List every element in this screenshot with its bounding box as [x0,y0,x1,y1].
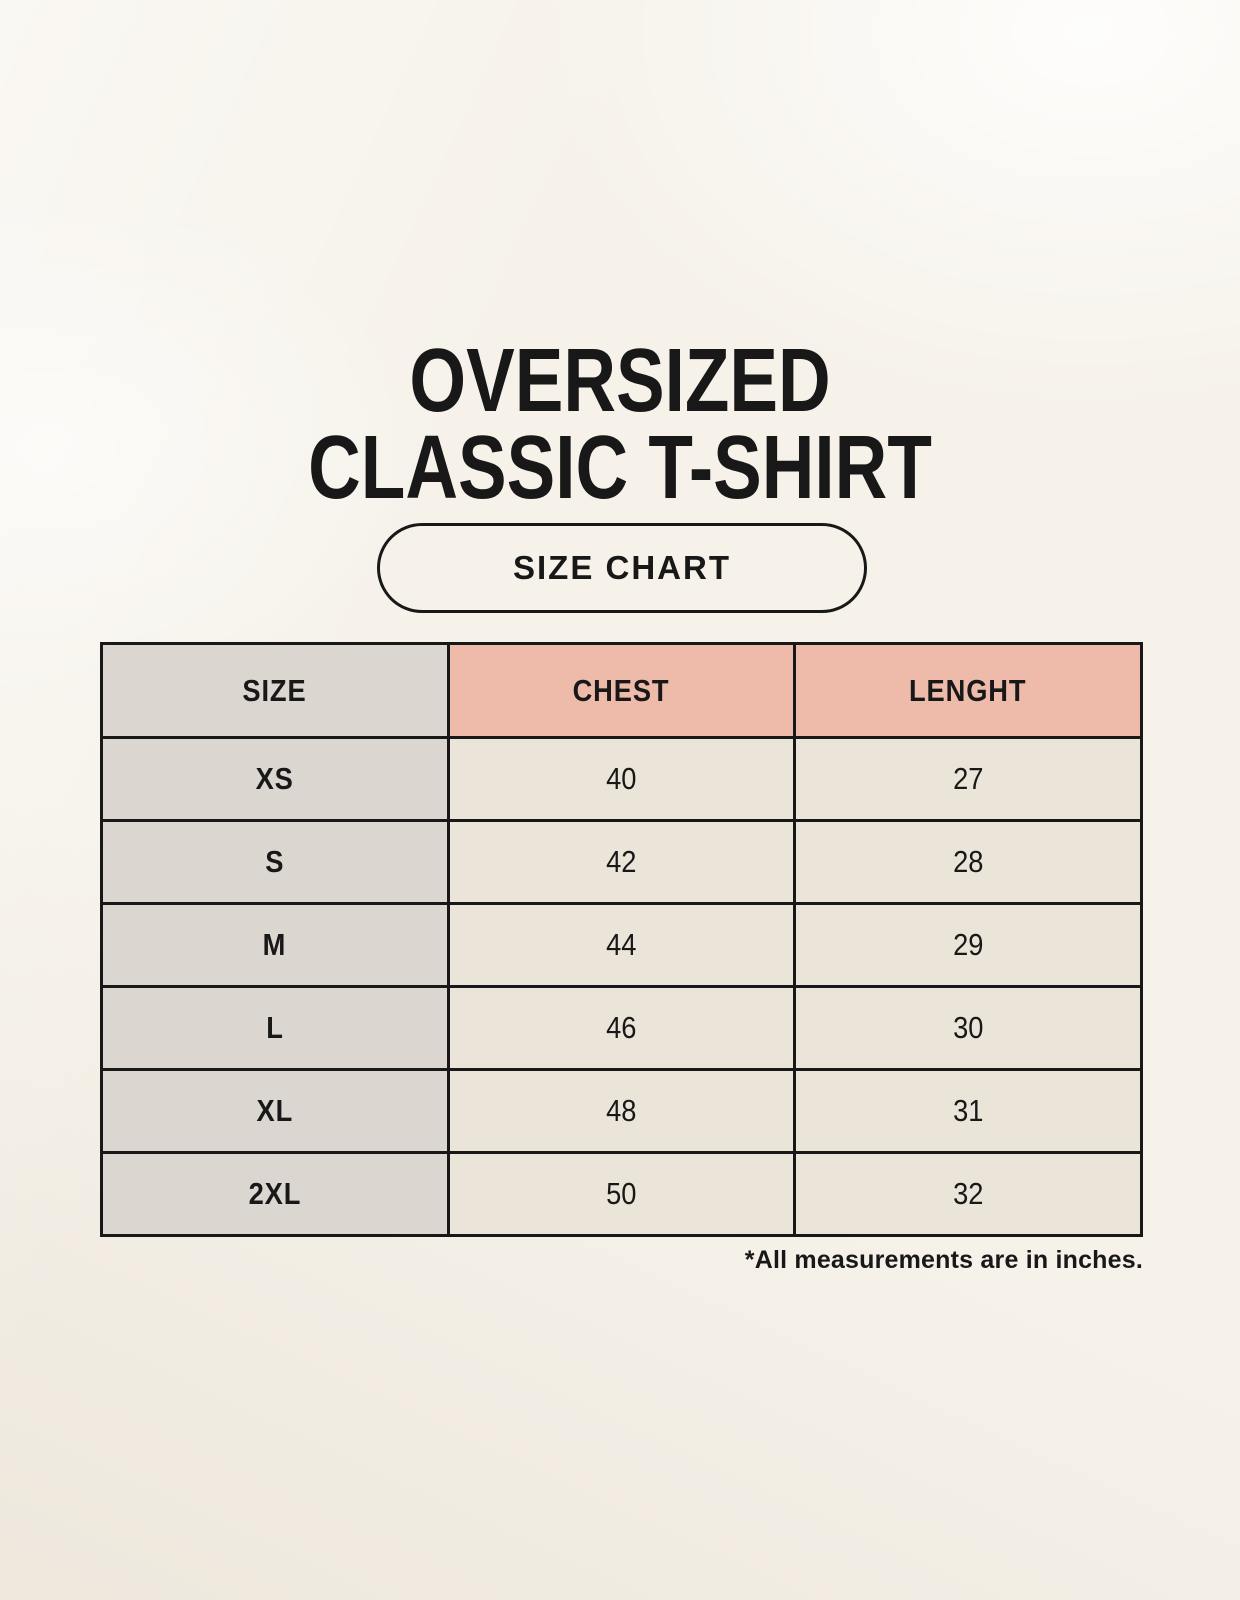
size-cell: L [100,985,450,1071]
chest-value: 50 [606,1176,637,1211]
size-value: M [263,927,287,962]
chest-value: 40 [606,761,637,796]
size-cell: XL [100,1068,450,1154]
page-title-line-1: OVERSIZED [409,331,831,431]
chest-cell: 44 [446,902,797,988]
size-value: XS [255,761,294,796]
length-cell: 27 [793,736,1143,822]
size-cell: M [100,902,450,988]
column-header-length-label: LENGHT [909,672,1027,708]
length-value: 30 [952,1010,984,1045]
size-cell: XS [100,736,450,822]
header-row: SIZE CHEST LENGHT [100,642,1143,739]
page-title: OVERSIZED CLASSIC T-SHIRT [118,331,1122,518]
length-value: 27 [952,761,984,796]
column-header-size-label: SIZE [242,672,307,708]
size-value: L [266,1010,284,1045]
chest-cell: 48 [446,1068,797,1154]
length-value: 29 [952,927,984,962]
table-row-xl: XL 48 31 [100,1068,1143,1154]
size-chart-button[interactable]: SIZE CHART [377,523,867,613]
length-cell: 28 [793,819,1143,905]
table-row-xs: XS 40 27 [100,736,1143,822]
size-chart-table-body: XS 40 27 S 42 28 M 44 29 L 46 30 XL 48 3… [100,736,1143,1237]
table-row-l: L 46 30 [100,985,1143,1071]
length-cell: 30 [793,985,1143,1071]
chest-value: 48 [606,1093,637,1128]
table-row-2xl: 2XL 50 32 [100,1151,1143,1237]
length-value: 32 [952,1176,984,1211]
size-value: XL [256,1093,294,1128]
chest-cell: 50 [446,1151,797,1237]
page-title-line-2: CLASSIC T-SHIRT [308,418,932,518]
column-header-length: LENGHT [793,642,1143,739]
size-value: 2XL [248,1176,302,1211]
chest-cell: 42 [446,819,797,905]
size-chart-table: SIZE CHEST LENGHT XS 40 27 S 42 28 M 44 … [100,642,1143,1237]
length-value: 28 [952,844,984,879]
length-cell: 31 [793,1068,1143,1154]
length-cell: 32 [793,1151,1143,1237]
measurements-footnote: *All measurements are in inches. [744,1246,1143,1274]
size-chart-table-header: SIZE CHEST LENGHT [100,642,1143,739]
column-header-chest: CHEST [446,642,797,739]
chest-value: 44 [606,927,637,962]
size-cell: 2XL [100,1151,450,1237]
table-row-s: S 42 28 [100,819,1143,905]
chest-cell: 40 [446,736,797,822]
column-header-size: SIZE [100,642,450,739]
size-chart-button-label: SIZE CHART [513,549,731,586]
length-cell: 29 [793,902,1143,988]
length-value: 31 [952,1093,984,1128]
size-cell: S [100,819,450,905]
size-value: S [265,844,285,879]
table-row-m: M 44 29 [100,902,1143,988]
chest-value: 42 [606,844,637,879]
chest-value: 46 [606,1010,637,1045]
chest-cell: 46 [446,985,797,1071]
column-header-chest-label: CHEST [573,672,670,708]
